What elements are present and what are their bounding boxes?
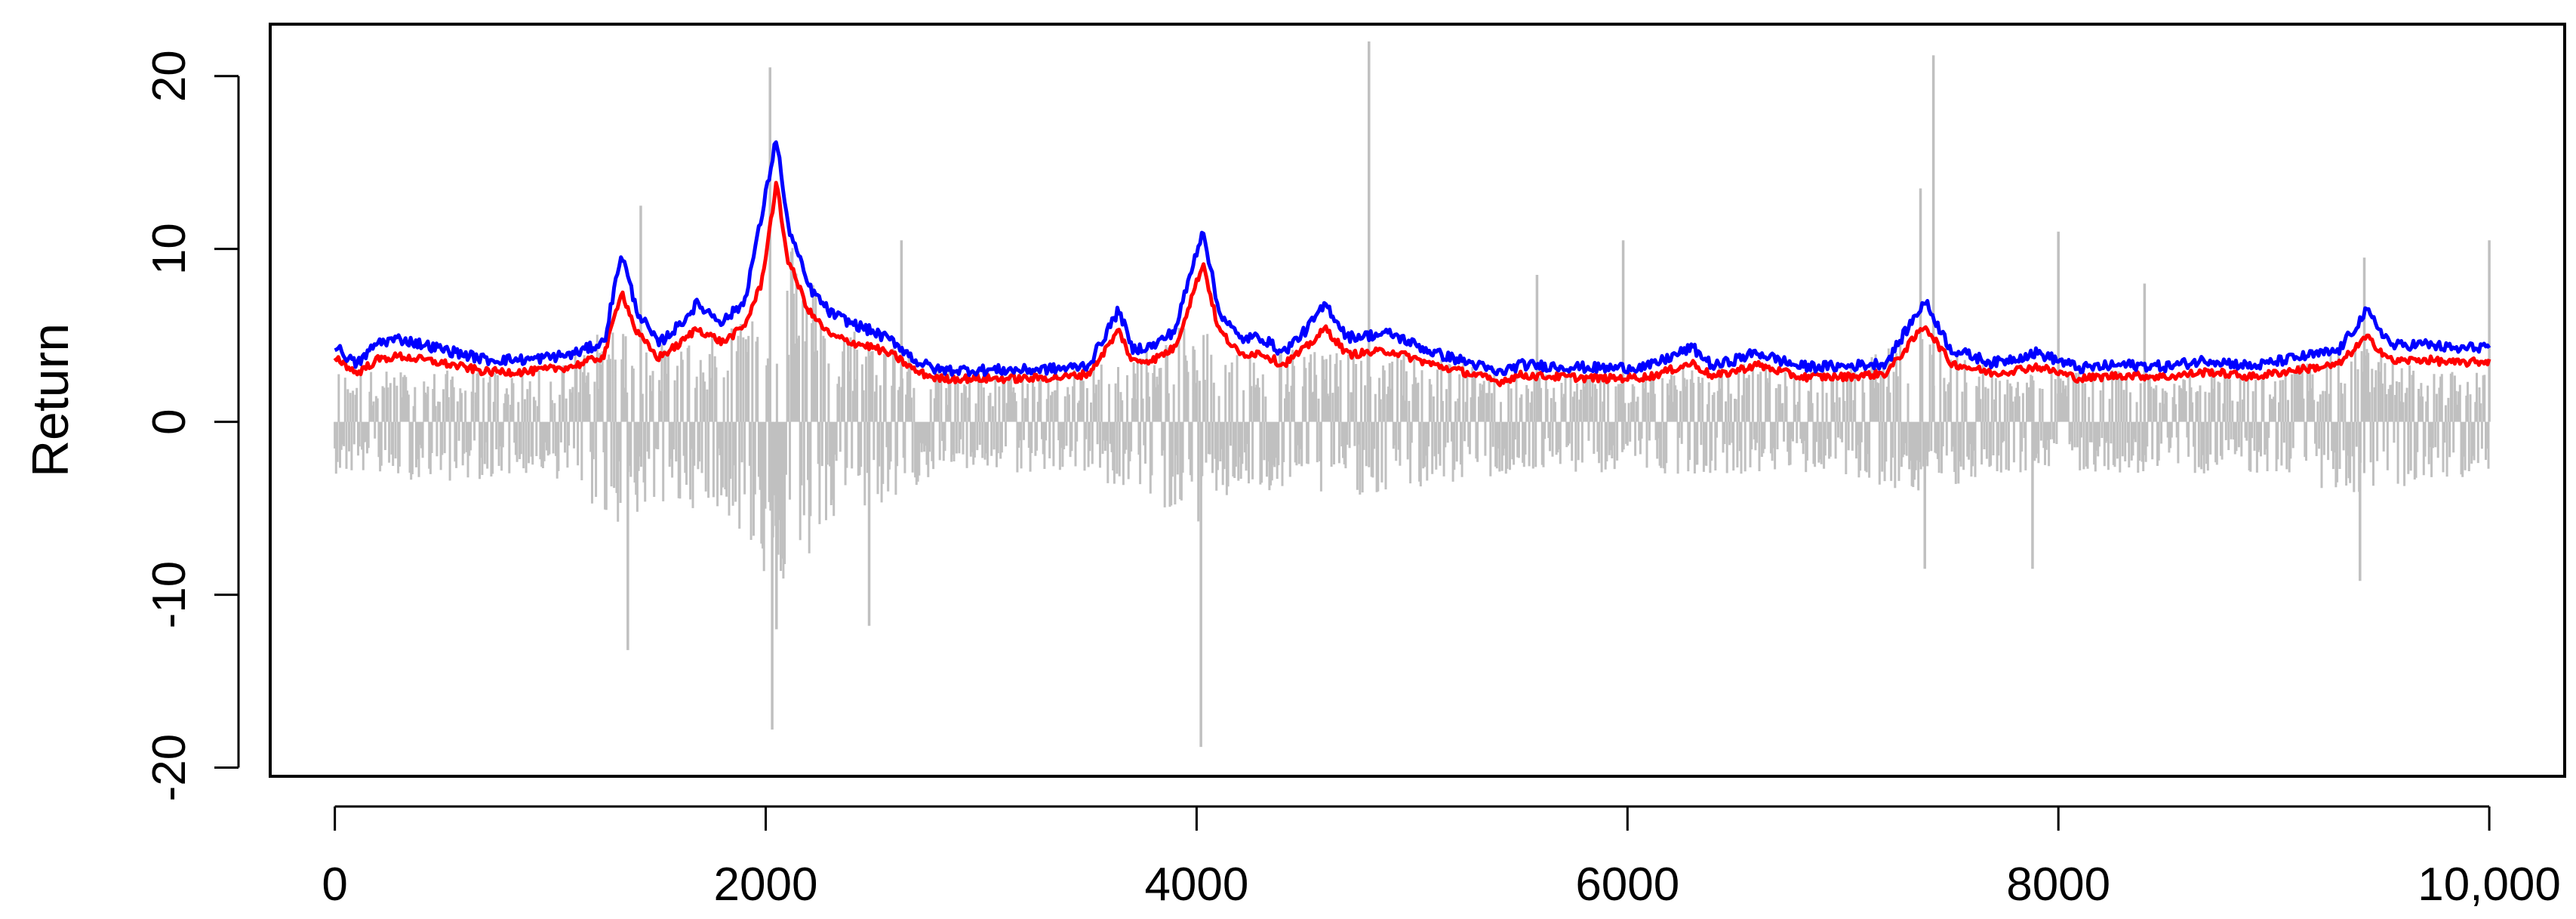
y-axis-title: Return (22, 323, 79, 477)
x-tick-label: 2000 (714, 859, 818, 911)
x-axis: 0 2000 4000 6000 8000 10,000 (322, 805, 2561, 911)
plot-frame (269, 23, 2566, 778)
y-tick-label: -20 (143, 734, 195, 802)
series-lines (333, 140, 2491, 387)
y-tick-label: 0 (143, 409, 195, 434)
y-tick-label: 10 (143, 223, 195, 275)
x-tick-label: 6000 (1575, 859, 1679, 911)
y-tick-label: 20 (143, 50, 195, 102)
y-axis: -20 -10 0 10 20 (143, 50, 240, 802)
x-tick-label: 8000 (2006, 859, 2110, 911)
x-tick-label: 0 (322, 859, 347, 911)
return-spikes (334, 41, 2491, 748)
blue-series-line (334, 140, 2491, 378)
spike-body (334, 248, 2490, 579)
red-series-line (333, 180, 2491, 387)
x-tick-label: 10,000 (2418, 859, 2561, 911)
y-tick-label: -10 (143, 561, 195, 629)
x-tick-label: 4000 (1144, 859, 1248, 911)
